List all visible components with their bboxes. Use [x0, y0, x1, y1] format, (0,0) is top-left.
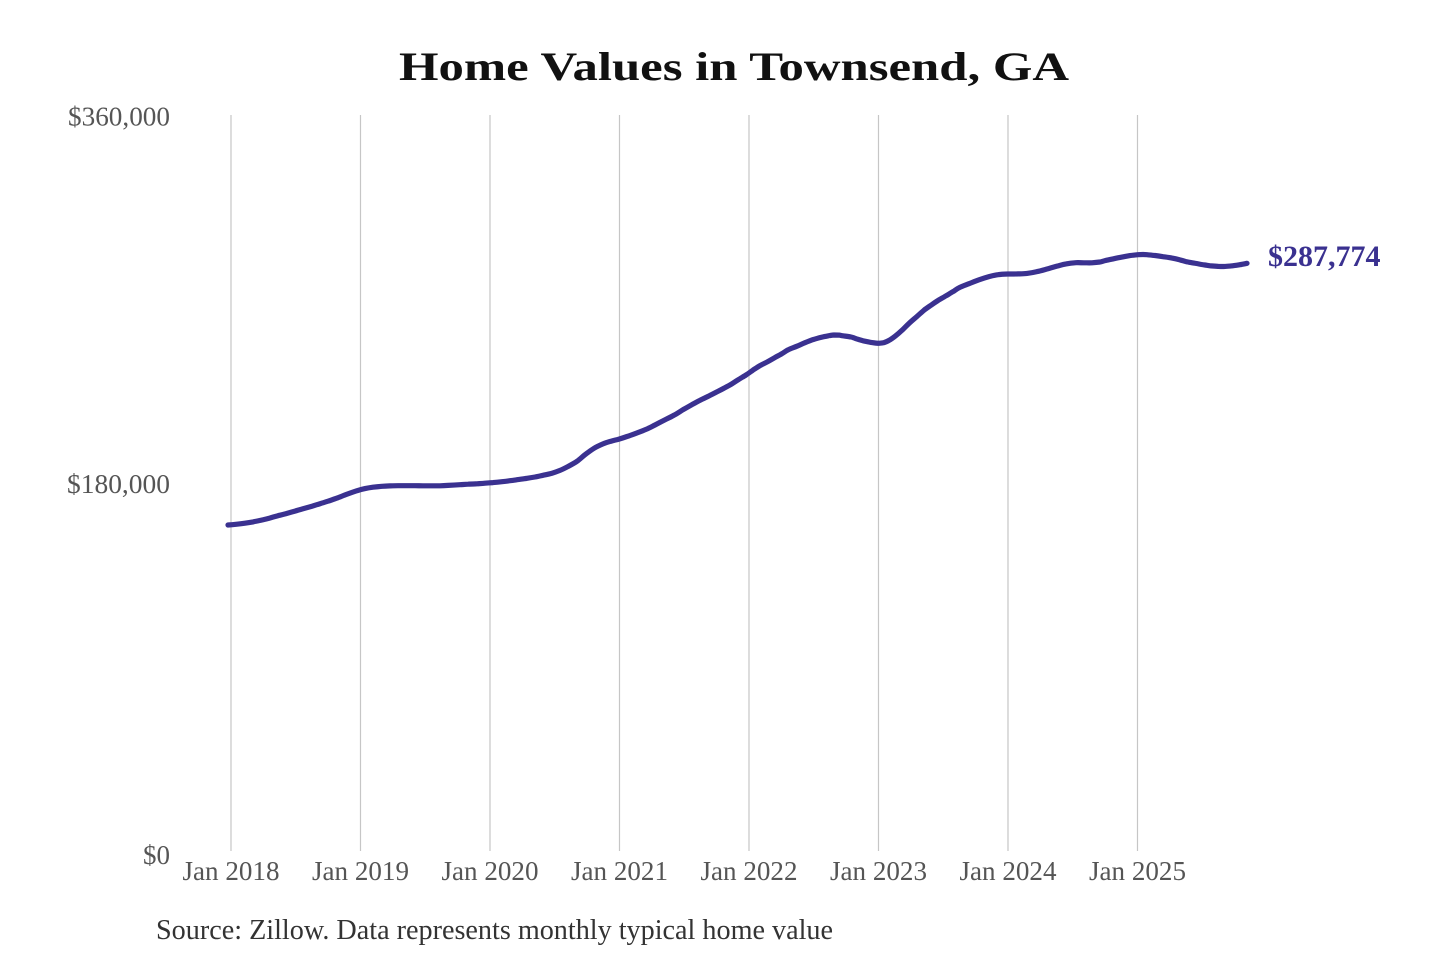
svg-text:$287,774: $287,774: [1268, 240, 1381, 273]
svg-text:Jan 2025: Jan 2025: [1089, 856, 1186, 886]
svg-text:$360,000: $360,000: [68, 102, 170, 132]
svg-text:Jan 2023: Jan 2023: [830, 856, 927, 886]
svg-text:Source: Zillow. Data represent: Source: Zillow. Data represents monthly …: [156, 915, 833, 946]
svg-text:Jan 2022: Jan 2022: [701, 856, 798, 886]
svg-text:Home Values in Townsend, GA: Home Values in Townsend, GA: [399, 44, 1069, 89]
svg-text:Jan 2024: Jan 2024: [960, 856, 1057, 886]
svg-text:Jan 2019: Jan 2019: [312, 856, 409, 886]
svg-text:$0: $0: [143, 840, 170, 870]
svg-text:Jan 2020: Jan 2020: [442, 856, 539, 886]
svg-text:Jan 2021: Jan 2021: [571, 856, 668, 886]
svg-text:Jan 2018: Jan 2018: [183, 856, 280, 886]
svg-text:$180,000: $180,000: [67, 469, 170, 499]
